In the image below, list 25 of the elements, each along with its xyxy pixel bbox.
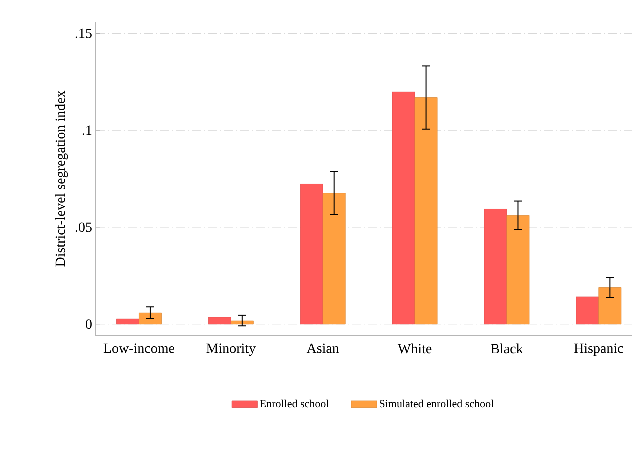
x-tick-label: Black xyxy=(491,344,524,354)
legend-label: Enrolled school xyxy=(260,400,330,408)
bar xyxy=(116,318,140,325)
x-tick-label: Hispanic xyxy=(574,344,624,356)
bar xyxy=(300,184,324,325)
y-tick-label: .15 xyxy=(76,28,92,38)
y-axis-title: District-level segregation index xyxy=(55,90,68,267)
bar xyxy=(414,98,438,325)
bar xyxy=(230,320,254,325)
x-tick-label: Minority xyxy=(206,344,256,356)
y-tick-label: .05 xyxy=(76,222,92,232)
y-tick-label: 0 xyxy=(86,320,92,330)
bar xyxy=(139,312,162,325)
bar xyxy=(576,296,600,325)
bar xyxy=(506,215,530,325)
bar xyxy=(208,317,232,325)
y-tick-label: .1 xyxy=(82,126,92,136)
x-tick-label: Asian xyxy=(306,344,340,354)
legend-label: Simulated enrolled school xyxy=(380,400,494,408)
bar xyxy=(322,193,346,325)
x-tick-label: White xyxy=(398,344,432,354)
bar xyxy=(392,92,416,325)
x-tick-label: Low-income xyxy=(104,344,174,354)
bar xyxy=(598,288,622,325)
bar xyxy=(484,209,508,325)
